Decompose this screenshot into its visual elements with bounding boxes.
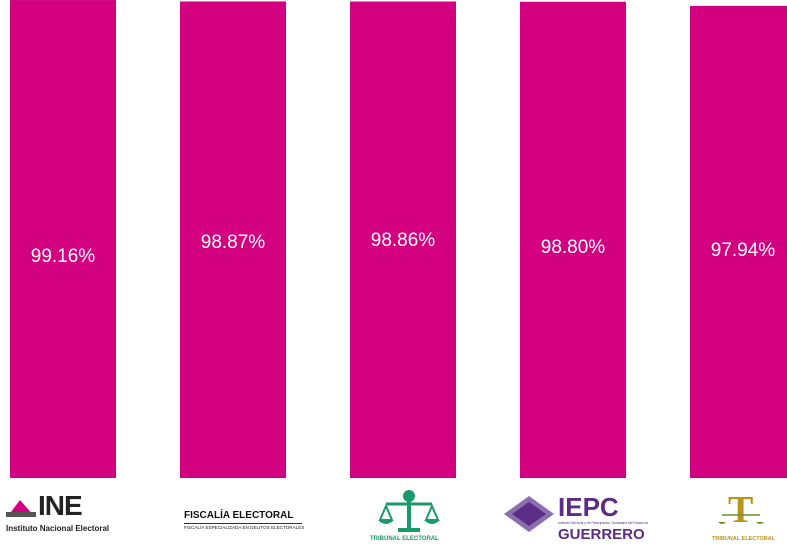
- tribunal-gold-mark: T: [728, 489, 754, 531]
- ine-mark: INE: [38, 490, 83, 521]
- ine-ballot-icon: [6, 500, 36, 517]
- bar-value-label-5: 97.94%: [711, 240, 776, 261]
- bar-chart: 99.16% 98.87% 98.86% 98.80% 97.94%: [10, 0, 787, 479]
- bar-value-label-3: 98.86%: [371, 230, 436, 251]
- iepc-small: Instituto Electoral y de Participación C…: [558, 521, 649, 525]
- logo-iepc: IEPC Instituto Electoral y de Participac…: [502, 488, 648, 544]
- tribunal-caption: TRIBUNAL ELECTORAL: [370, 536, 439, 542]
- bar-value-label-1: 99.16%: [31, 246, 96, 267]
- bar-4: [520, 1, 626, 479]
- gold-t-scales-icon: [718, 514, 764, 524]
- logo-ine: INE Instituto Nacional Electoral: [6, 488, 130, 544]
- bar-3: [350, 1, 456, 478]
- iepc-state: GUERRERO: [558, 526, 645, 543]
- bar-2: [180, 1, 286, 479]
- logo-tribunal-gold: T TRIBUNAL ELECTORAL: [712, 488, 776, 544]
- bar-value-label-4: 98.80%: [541, 237, 606, 258]
- ine-subtitle: Instituto Nacional Electoral: [6, 524, 110, 533]
- tribunal-gold-caption: TRIBUNAL ELECTORAL: [712, 536, 776, 542]
- scales-justice-icon: [378, 490, 440, 532]
- bar-1: [10, 0, 116, 479]
- iepc-mark: IEPC: [558, 492, 619, 522]
- fiscalia-subtitle: FISCALÍA ESPECIALIZADA EN DELITOS ELECTO…: [184, 525, 305, 530]
- bar-value-label-2: 98.87%: [201, 232, 266, 253]
- fiscalia-title: FISCALÍA ELECTORAL: [184, 510, 294, 521]
- fiscalia-divider: [184, 523, 302, 524]
- iepc-emblem-icon: [504, 496, 554, 532]
- bar-5: [690, 5, 787, 479]
- logo-fiscalia: FISCALÍA ELECTORAL FISCALÍA ESPECIALIZAD…: [180, 488, 304, 544]
- logo-tribunal: TRIBUNAL ELECTORAL: [370, 488, 450, 544]
